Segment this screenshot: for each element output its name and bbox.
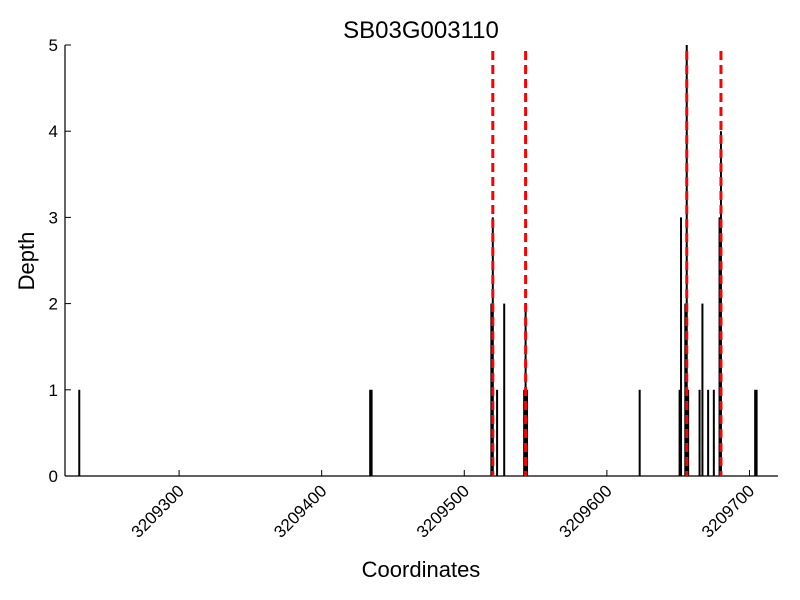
x-tick-label: 3209600 xyxy=(555,481,615,541)
y-tick-label: 3 xyxy=(49,208,58,227)
depth-bar xyxy=(680,217,683,476)
depth-bar xyxy=(755,389,758,476)
depth-bar xyxy=(678,389,681,476)
x-tick-label: 3209500 xyxy=(413,481,473,541)
y-axis-label: Depth xyxy=(14,232,39,291)
depth-bar xyxy=(754,389,757,476)
depth-bar xyxy=(712,389,715,476)
plot-area: 0 1 2 3 4 5 3209300 3209400 3209500 3209600 320970… xyxy=(49,36,778,542)
y-tick-label: 4 xyxy=(49,122,58,141)
y-tick-label: 5 xyxy=(49,36,58,55)
x-tick-label: 3209300 xyxy=(128,481,188,541)
depth-bar xyxy=(496,389,499,476)
x-tick-label: 3209400 xyxy=(270,481,330,541)
chart-title: SB03G003110 xyxy=(343,17,499,44)
x-axis-label: Coordinates xyxy=(362,557,481,582)
depth-bar xyxy=(685,45,688,476)
depth-bar xyxy=(707,389,710,476)
depth-bar xyxy=(701,303,704,476)
y-tick-label: 2 xyxy=(49,295,58,314)
depth-bar xyxy=(698,389,701,476)
depth-bar xyxy=(638,389,641,476)
x-tick-label: 3209700 xyxy=(698,481,758,541)
y-tick-label: 0 xyxy=(49,467,58,486)
depth-bar xyxy=(503,303,506,476)
depth-bar xyxy=(370,389,373,476)
y-tick-label: 1 xyxy=(49,381,58,400)
depth-bar xyxy=(78,389,81,476)
depth-bar xyxy=(369,389,372,476)
